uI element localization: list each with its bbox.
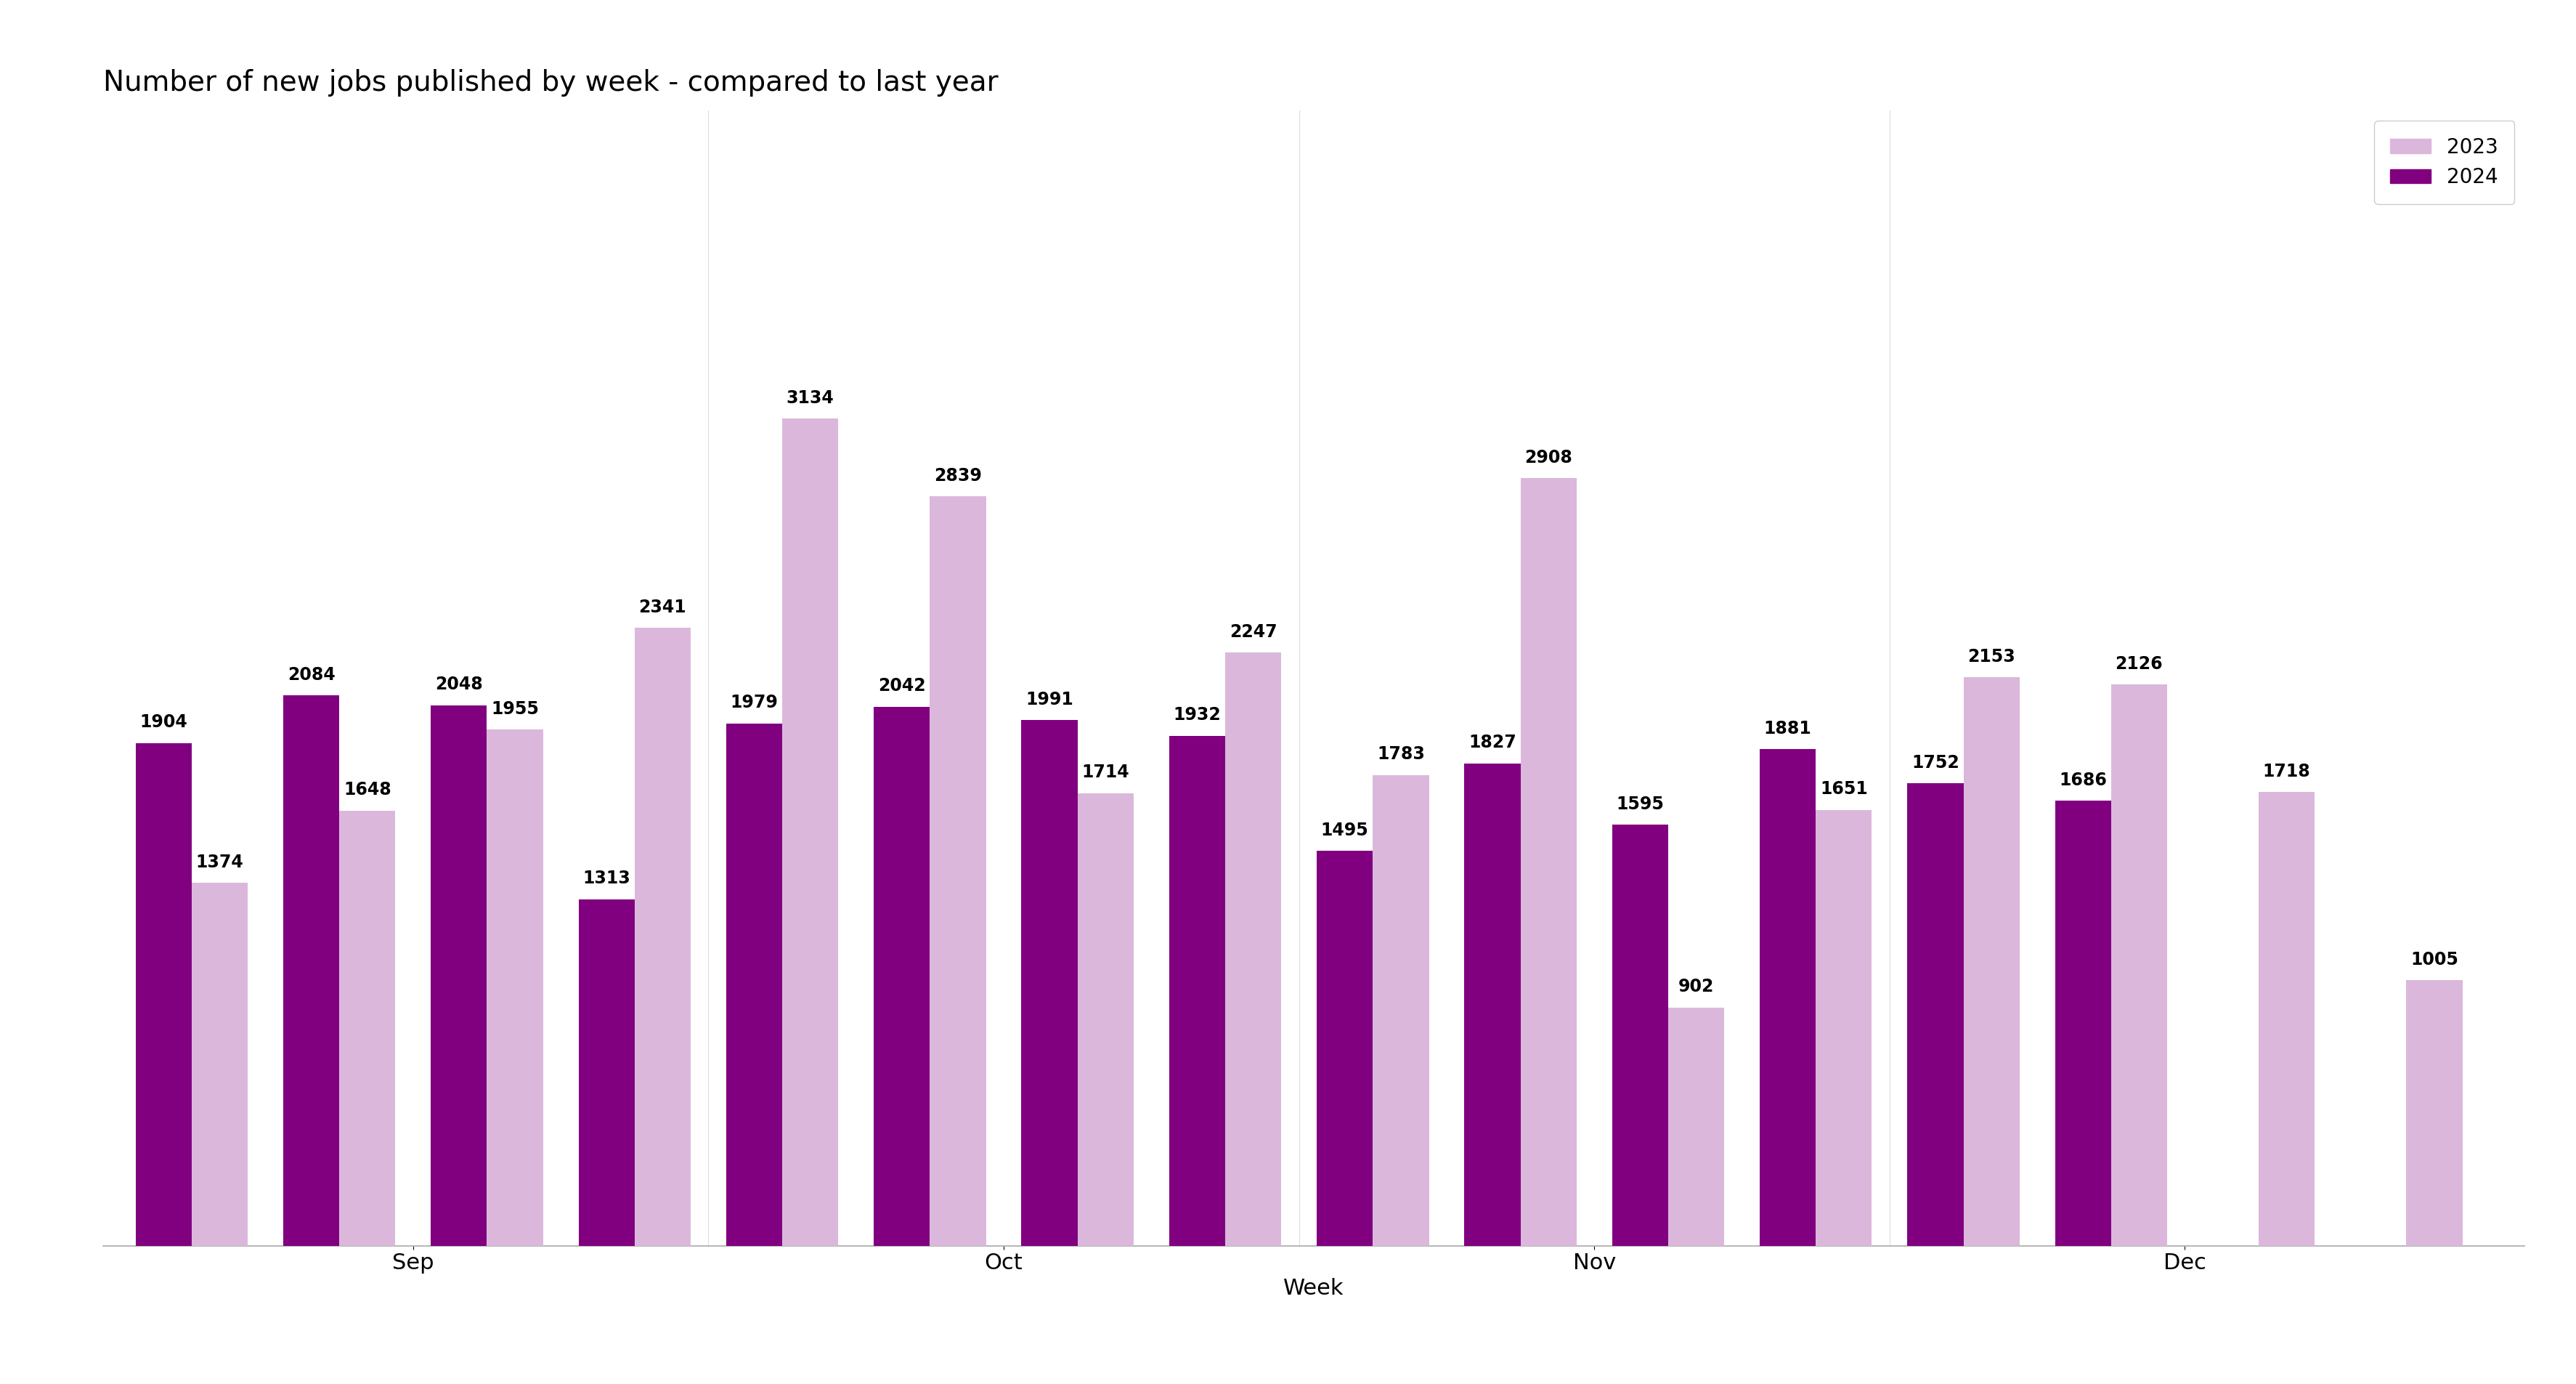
Text: 1648: 1648: [343, 782, 392, 799]
Bar: [137, 743, 191, 1246]
Text: 1881: 1881: [1765, 720, 1811, 738]
Text: 1374: 1374: [196, 854, 245, 871]
Bar: [1520, 477, 1577, 1246]
Bar: [1906, 783, 1963, 1246]
Text: 1904: 1904: [139, 714, 188, 731]
Text: 1313: 1313: [582, 869, 631, 887]
Bar: [1759, 749, 1816, 1246]
Text: 2839: 2839: [935, 466, 981, 484]
Text: 2084: 2084: [289, 666, 335, 684]
Text: 1783: 1783: [1378, 746, 1425, 763]
Bar: [1077, 793, 1133, 1246]
Text: 1686: 1686: [2058, 771, 2107, 789]
Bar: [1963, 677, 2020, 1246]
Bar: [2112, 685, 2166, 1246]
Bar: [1316, 851, 1373, 1246]
Text: 1827: 1827: [1468, 734, 1517, 752]
Text: 2042: 2042: [878, 677, 925, 695]
Bar: [1226, 653, 1280, 1246]
Bar: [283, 696, 340, 1246]
Bar: [726, 724, 783, 1246]
Text: 1005: 1005: [2411, 951, 2458, 969]
Text: 1979: 1979: [729, 693, 778, 711]
Text: 1752: 1752: [1911, 754, 1960, 771]
Bar: [1816, 810, 1873, 1246]
Text: 2341: 2341: [639, 598, 685, 616]
Text: 1955: 1955: [492, 700, 538, 718]
Bar: [191, 883, 247, 1246]
X-axis label: Week: Week: [1283, 1277, 1345, 1298]
Text: Number of new jobs published by week - compared to last year: Number of new jobs published by week - c…: [103, 69, 999, 97]
Text: 1718: 1718: [2262, 763, 2311, 781]
Bar: [2406, 980, 2463, 1246]
Bar: [1373, 775, 1430, 1246]
Bar: [1669, 1008, 1723, 1246]
Text: 2908: 2908: [1525, 448, 1571, 466]
Bar: [2056, 800, 2112, 1246]
Text: 2153: 2153: [1968, 648, 2014, 666]
Bar: [930, 497, 987, 1246]
Bar: [430, 704, 487, 1246]
Bar: [1170, 736, 1226, 1246]
Text: 1932: 1932: [1172, 706, 1221, 724]
Text: 1495: 1495: [1321, 822, 1368, 839]
Text: 2048: 2048: [435, 675, 482, 693]
Bar: [634, 628, 690, 1246]
Bar: [1613, 825, 1669, 1246]
Text: 1991: 1991: [1025, 691, 1074, 709]
Bar: [783, 418, 837, 1246]
Bar: [580, 900, 634, 1246]
Text: 1651: 1651: [1819, 781, 1868, 799]
Bar: [340, 811, 394, 1246]
Bar: [2259, 792, 2316, 1246]
Bar: [1023, 720, 1077, 1246]
Bar: [1463, 764, 1520, 1246]
Text: 1714: 1714: [1082, 764, 1128, 782]
Bar: [873, 707, 930, 1246]
Bar: [487, 729, 544, 1246]
Text: 902: 902: [1677, 978, 1713, 995]
Text: 2247: 2247: [1229, 623, 1278, 641]
Text: 1595: 1595: [1615, 796, 1664, 812]
Legend: 2023, 2024: 2023, 2024: [2375, 120, 2514, 203]
Text: 3134: 3134: [786, 389, 835, 407]
Text: 2126: 2126: [2115, 655, 2164, 673]
